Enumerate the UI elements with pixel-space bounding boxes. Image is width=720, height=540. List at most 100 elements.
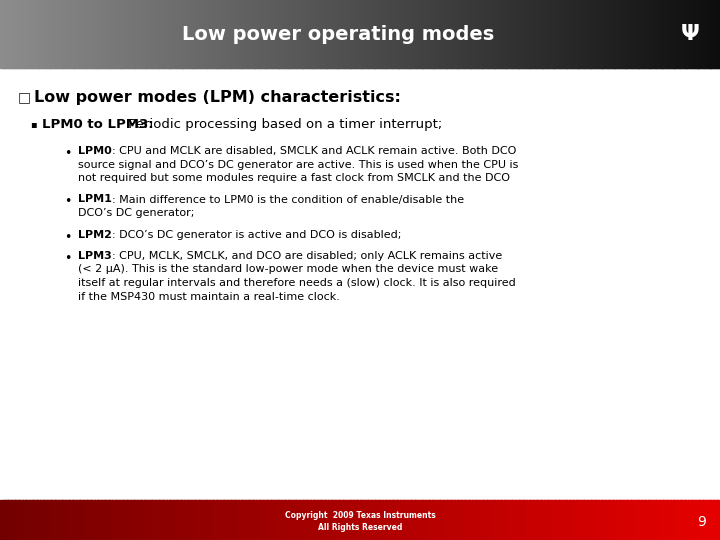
Text: All Rights Reserved: All Rights Reserved <box>318 523 402 532</box>
Bar <box>644 500 649 540</box>
Bar <box>542 0 546 68</box>
Bar <box>459 0 462 68</box>
Bar <box>396 500 401 540</box>
Bar <box>400 500 405 540</box>
Bar <box>54 500 59 540</box>
Bar <box>194 500 199 540</box>
Bar <box>84 0 88 68</box>
Bar <box>256 500 261 540</box>
Bar <box>583 500 588 540</box>
Bar <box>169 500 174 540</box>
Text: Low power operating modes: Low power operating modes <box>182 24 495 44</box>
Bar <box>22 0 25 68</box>
Bar <box>595 0 599 68</box>
Bar <box>151 0 155 68</box>
Bar <box>238 500 243 540</box>
Bar <box>617 0 621 68</box>
Bar <box>286 0 289 68</box>
Bar <box>225 0 230 68</box>
Text: : Main difference to LPM0 is the condition of enable/disable the: : Main difference to LPM0 is the conditi… <box>112 194 464 205</box>
Bar <box>288 500 293 540</box>
Bar <box>358 0 361 68</box>
Bar <box>396 0 400 68</box>
Bar <box>598 0 601 68</box>
Bar <box>630 500 635 540</box>
Bar <box>137 500 142 540</box>
Bar <box>679 0 683 68</box>
Bar <box>450 500 455 540</box>
Bar <box>119 500 124 540</box>
Bar <box>261 0 266 68</box>
Bar <box>657 0 662 68</box>
Bar <box>83 500 88 540</box>
Bar <box>162 500 167 540</box>
Bar <box>40 500 45 540</box>
Bar <box>173 500 178 540</box>
Bar <box>204 0 208 68</box>
Bar <box>427 0 431 68</box>
Bar <box>436 500 441 540</box>
Bar <box>342 500 347 540</box>
Bar <box>99 0 102 68</box>
Bar <box>552 0 556 68</box>
Bar <box>126 500 131 540</box>
Bar <box>387 0 390 68</box>
Bar <box>214 0 217 68</box>
Bar <box>299 500 304 540</box>
Bar <box>38 0 42 68</box>
Bar <box>709 500 714 540</box>
Bar <box>254 0 258 68</box>
Bar <box>315 0 318 68</box>
Bar <box>382 0 385 68</box>
Bar <box>665 0 669 68</box>
Bar <box>108 0 112 68</box>
Bar <box>158 0 162 68</box>
Bar <box>295 500 300 540</box>
Bar <box>77 0 81 68</box>
Bar <box>371 500 376 540</box>
Bar <box>130 0 133 68</box>
Bar <box>120 0 124 68</box>
Bar <box>626 500 631 540</box>
Bar <box>650 0 654 68</box>
Bar <box>500 500 505 540</box>
Bar <box>319 0 323 68</box>
Bar <box>333 0 338 68</box>
Bar <box>55 0 59 68</box>
Bar <box>463 0 467 68</box>
Bar <box>341 0 345 68</box>
Bar <box>50 0 54 68</box>
Bar <box>468 0 472 68</box>
Bar <box>540 500 545 540</box>
Bar <box>281 500 286 540</box>
Bar <box>559 0 563 68</box>
Bar <box>684 0 688 68</box>
Bar <box>90 500 95 540</box>
Bar <box>205 500 210 540</box>
Bar <box>504 500 509 540</box>
Bar <box>335 500 340 540</box>
Bar <box>688 500 693 540</box>
Bar <box>25 500 30 540</box>
Bar <box>243 0 246 68</box>
Bar <box>480 0 484 68</box>
Bar <box>495 0 498 68</box>
Bar <box>11 500 16 540</box>
Bar <box>24 0 28 68</box>
Bar <box>137 0 140 68</box>
Bar <box>139 0 143 68</box>
Bar <box>0 500 5 540</box>
Bar <box>472 500 477 540</box>
Bar <box>513 0 518 68</box>
Bar <box>41 0 45 68</box>
Bar <box>648 500 653 540</box>
Text: LPM3: LPM3 <box>78 251 112 261</box>
Bar <box>284 500 289 540</box>
Bar <box>31 0 35 68</box>
Bar <box>405 0 410 68</box>
Bar <box>564 0 568 68</box>
Bar <box>502 0 505 68</box>
Bar <box>466 0 469 68</box>
Bar <box>194 0 198 68</box>
Bar <box>2 0 6 68</box>
